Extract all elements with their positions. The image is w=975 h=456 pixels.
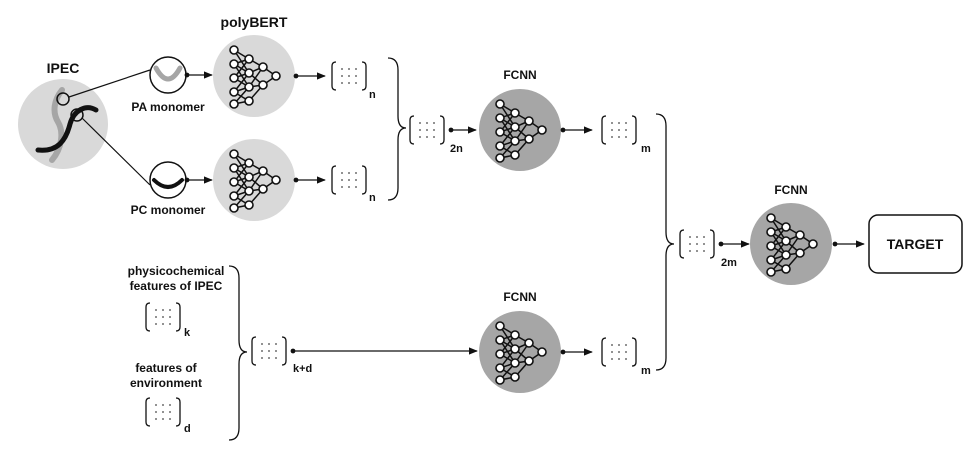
- env-label-line1: features of: [135, 361, 197, 375]
- fcnn-top-output-vector: [601, 115, 637, 145]
- ipec-to-pc-line: [81, 117, 151, 186]
- pa-monomer-label: PA monomer: [131, 100, 205, 114]
- env-label-line2: environment: [130, 376, 202, 390]
- physchem-label-line1: physicochemical: [128, 264, 225, 278]
- pa-embedding-vector: [331, 61, 367, 91]
- concat-final-subscript: 2m: [721, 257, 737, 269]
- pc-monomer-label: PC monomer: [131, 203, 206, 217]
- fcnn-top-label: FCNN: [503, 68, 536, 82]
- env-vector: [145, 397, 181, 427]
- ipec-label: IPEC: [47, 60, 80, 76]
- concat-bottom-subscript: k+d: [293, 363, 312, 375]
- polybert-top-network: [213, 35, 295, 117]
- fcnn-bottom-network: [479, 311, 561, 393]
- pa-vector-subscript: n: [369, 89, 376, 101]
- ipec-node: [18, 79, 108, 169]
- concat-vector-bottom: [251, 336, 287, 366]
- fcnn-bottom-label: FCNN: [503, 290, 536, 304]
- pc-monomer-icon: [149, 161, 187, 199]
- env-subscript: d: [184, 423, 191, 435]
- physchem-vector: [145, 302, 181, 332]
- physchem-subscript: k: [184, 327, 191, 339]
- concat-top-subscript: 2n: [450, 143, 463, 155]
- polybert-bottom-network: [213, 139, 295, 221]
- pc-embedding-vector: [331, 165, 367, 195]
- concat-brace-final: [655, 113, 675, 371]
- concat-brace-bottom: [228, 265, 248, 441]
- concat-vector-top: [409, 115, 445, 145]
- target-box: [868, 214, 963, 274]
- fcnn-final-network: [750, 203, 832, 285]
- fcnn-bottom-output-subscript: m: [641, 365, 651, 377]
- physchem-label-line2: features of IPEC: [130, 279, 223, 293]
- fcnn-top-network: [479, 89, 561, 171]
- fcnn-final-label: FCNN: [774, 183, 807, 197]
- ipec-to-pa-line: [68, 69, 151, 98]
- target-label: TARGET: [887, 236, 944, 252]
- fcnn-top-output-subscript: m: [641, 143, 651, 155]
- pc-vector-subscript: n: [369, 192, 376, 204]
- pa-monomer-icon: [149, 56, 187, 94]
- concat-vector-final: [679, 229, 715, 259]
- concat-brace-top: [387, 57, 407, 201]
- polybert-label: polyBERT: [221, 14, 288, 30]
- fcnn-bottom-output-vector: [601, 337, 637, 367]
